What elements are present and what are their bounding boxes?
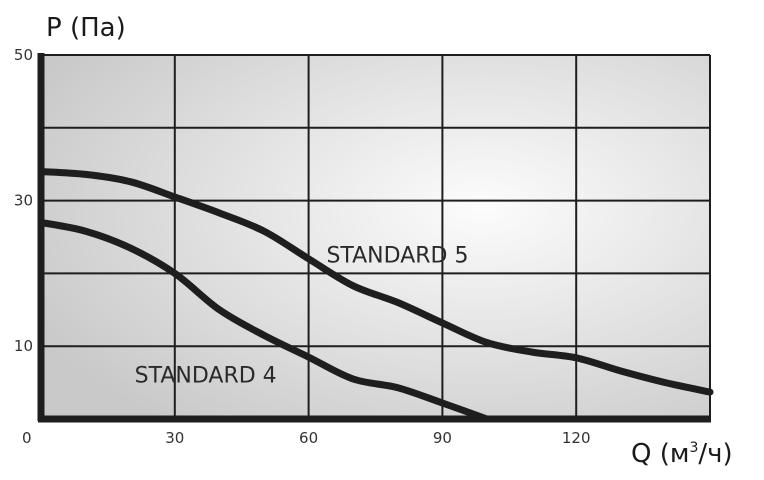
x-tick-label: 0	[22, 429, 32, 447]
series-line-standard-5	[37, 168, 714, 396]
x-tick-label: 120	[562, 429, 591, 447]
y-tick-label: 50	[14, 46, 33, 64]
series-layer: STANDARD 5 STANDARD 4	[37, 168, 714, 423]
grid	[41, 54, 711, 419]
tick-labels: 0 30 60 90 120 10 30 50	[14, 46, 591, 447]
y-tick-label: 30	[14, 192, 33, 210]
plot-background	[41, 55, 710, 419]
x-axis-title-tail: /ч)	[698, 439, 732, 469]
series-label-standard-4: STANDARD 4	[135, 364, 277, 389]
x-tick-label: 60	[299, 429, 318, 447]
x-tick-label: 90	[433, 429, 452, 447]
x-tick-label: 30	[165, 429, 184, 447]
series-label-standard-5: STANDARD 5	[326, 243, 468, 268]
x-axis-title-superscript: 3	[690, 440, 699, 456]
x-axis-title-main: Q (м	[631, 439, 690, 469]
axes	[37, 53, 711, 423]
y-axis-title: P (Па)	[46, 13, 126, 43]
series-line-standard-4	[37, 218, 491, 423]
x-axis-title: Q (м3/ч)	[631, 439, 733, 469]
y-tick-label: 10	[14, 337, 33, 355]
